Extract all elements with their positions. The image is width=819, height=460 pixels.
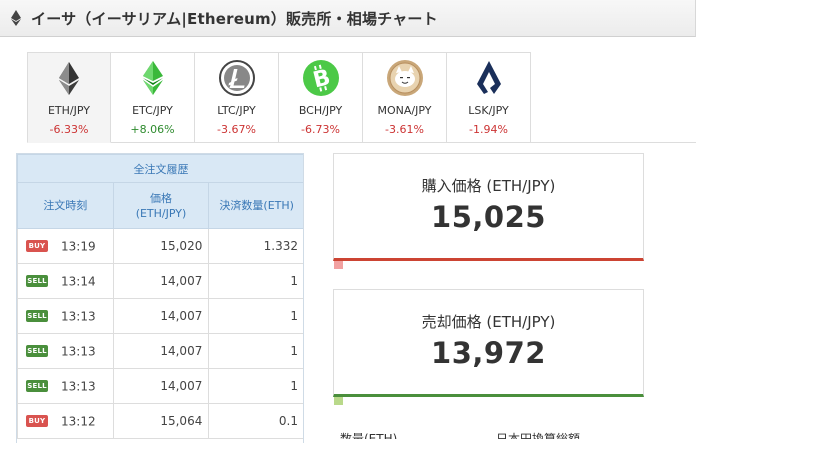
coin-tabs: ETH/JPY -6.33% ETC/JPY +8.06% LTC/JPY -3…: [27, 52, 531, 143]
monacoin-icon: [386, 60, 423, 96]
bitcoin-cash-icon: B: [302, 60, 339, 96]
tab-pair-label: LSK/JPY: [468, 104, 509, 117]
tab-etc-jpy[interactable]: ETC/JPY +8.06%: [111, 52, 195, 143]
tab-lsk-jpy[interactable]: LSK/JPY -1.94%: [447, 52, 531, 143]
order-time: 13:13: [61, 379, 96, 394]
order-quantity: 1: [208, 333, 303, 369]
order-history-panel: 全注文履歴 注文時刻 価格 (ETH/JPY) 決済数量(ETH) BUY 13:…: [16, 153, 304, 443]
column-header-price: 価格 (ETH/JPY): [112, 182, 210, 229]
sell-badge: SELL: [26, 345, 48, 358]
buy-price-value: 15,025: [431, 200, 546, 234]
tab-change: -3.61%: [385, 123, 424, 136]
tab-mona-jpy[interactable]: MONA/JPY -3.61%: [363, 52, 447, 143]
table-row: BUY 13:19 15,020 1.332: [17, 228, 303, 264]
ethereum-classic-icon: [142, 61, 163, 95]
buy-price-box: 購入価格 (ETH/JPY) 15,025: [333, 153, 644, 269]
order-quantity: 1: [208, 298, 303, 334]
sell-badge: SELL: [26, 310, 48, 323]
tab-ltc-jpy[interactable]: LTC/JPY -3.67%: [195, 52, 279, 143]
tab-bch-jpy[interactable]: B BCH/JPY -6.73%: [279, 52, 363, 143]
sell-price-value: 13,972: [431, 336, 546, 370]
sell-badge: SELL: [26, 275, 48, 288]
table-row: BUY 13:12 15,064 0.1: [17, 403, 303, 439]
sell-indicator: [334, 397, 343, 405]
sell-price-box: 売却価格 (ETH/JPY) 13,972: [333, 289, 644, 405]
order-price: 14,007: [112, 298, 210, 334]
tab-change: -6.33%: [49, 123, 89, 136]
order-quantity: 1: [208, 368, 303, 404]
table-row: SELL 13:14 14,007 1: [17, 263, 303, 299]
ethereum-icon: [59, 62, 79, 95]
lisk-icon: [476, 61, 501, 94]
buy-badge: BUY: [26, 415, 48, 428]
table-row: SELL 13:13 14,007 1: [17, 298, 303, 334]
table-row: SELL 13:13 14,007 1: [17, 368, 303, 404]
order-time: 13:19: [61, 239, 96, 254]
order-history-table: 全注文履歴 注文時刻 価格 (ETH/JPY) 決済数量(ETH) BUY 13:…: [17, 154, 303, 439]
sell-badge: SELL: [26, 380, 48, 393]
table-row: SELL 13:13 14,007 1: [17, 333, 303, 369]
tab-change: +8.06%: [130, 123, 175, 136]
buy-indicator: [334, 261, 343, 269]
order-quantity: 0.1: [208, 403, 303, 439]
sell-price-label: 売却価格 (ETH/JPY): [421, 313, 556, 331]
tab-change: -3.67%: [217, 123, 256, 136]
column-header-time: 注文時刻: [17, 182, 114, 229]
order-time: 13:12: [61, 414, 96, 429]
order-price: 15,020: [112, 228, 210, 264]
litecoin-icon: [218, 60, 255, 96]
tab-pair-label: ETH/JPY: [47, 104, 90, 117]
order-price: 14,007: [112, 368, 210, 404]
order-price: 15,064: [112, 403, 210, 439]
column-header-quantity: 決済数量(ETH): [208, 182, 303, 229]
tab-pair-label: MONA/JPY: [377, 104, 432, 117]
order-time: 13:13: [61, 309, 96, 324]
buy-badge: BUY: [26, 240, 48, 253]
buy-price-label: 購入価格 (ETH/JPY): [421, 177, 556, 195]
tab-eth-jpy[interactable]: ETH/JPY -6.33%: [27, 52, 111, 143]
table-caption: 全注文履歴: [17, 154, 303, 183]
ethereum-icon: [11, 10, 21, 26]
order-time: 13:14: [61, 274, 96, 289]
order-quantity: 1.332: [208, 228, 303, 264]
tab-change: -6.73%: [301, 123, 340, 136]
order-price: 14,007: [112, 333, 210, 369]
tab-pair-label: BCH/JPY: [298, 104, 343, 117]
order-quantity: 1: [208, 263, 303, 299]
total-jpy-label: 日本円換算総額: [496, 432, 581, 439]
page-title: イーサ（イーサリアム|Ethereum）販売所・相場チャート: [31, 9, 438, 28]
order-time: 13:13: [61, 344, 96, 359]
tab-pair-label: ETC/JPY: [132, 104, 173, 117]
tab-change: -1.94%: [469, 123, 508, 136]
svg-text:B: B: [310, 65, 332, 93]
tab-pair-label: LTC/JPY: [217, 104, 256, 117]
order-price: 14,007: [112, 263, 210, 299]
quantity-label: 数量(ETH): [340, 432, 398, 439]
page-header: イーサ（イーサリアム|Ethereum）販売所・相場チャート: [0, 0, 696, 37]
